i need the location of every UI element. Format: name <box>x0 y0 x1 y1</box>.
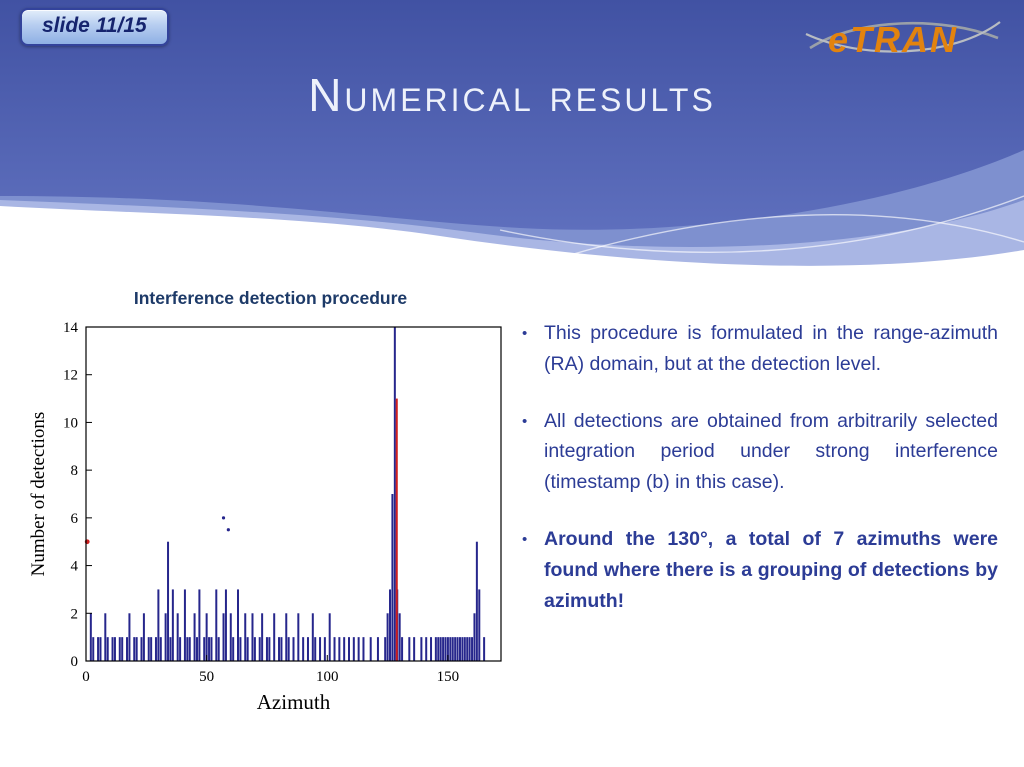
list-item: • All detections are obtained from arbit… <box>518 406 998 498</box>
bullet-icon: • <box>522 530 528 548</box>
svg-text:0: 0 <box>82 669 90 685</box>
page-title: Numerical results <box>308 69 716 121</box>
svg-text:Azimuth: Azimuth <box>257 690 331 714</box>
svg-text:0: 0 <box>71 654 79 670</box>
svg-text:100: 100 <box>316 669 339 685</box>
list-item: • Around the 130°, a total of 7 azimuths… <box>518 524 998 616</box>
svg-text:14: 14 <box>63 320 79 336</box>
svg-text:10: 10 <box>63 415 78 431</box>
chart-title: Interference detection procedure <box>133 288 408 308</box>
header-wave <box>0 0 1024 266</box>
logo-text: eTRAN <box>828 19 958 60</box>
svg-text:6: 6 <box>71 511 79 527</box>
chart-panel: Interference detection procedure 0 50 100 1… <box>28 288 513 724</box>
logo-swoosh-top <box>809 21 999 50</box>
svg-text:Number of detections: Number of detections <box>28 412 49 577</box>
svg-text:4: 4 <box>71 559 79 575</box>
bullet-icon: • <box>522 412 528 430</box>
detections-chart: 0 50 100 150 0 2 4 6 8 10 12 14 Number of detections… <box>28 319 513 724</box>
bullet-text: All detections are obtained from arbitra… <box>544 409 998 494</box>
bullet-text: Around the 130°, a total of 7 azimuths w… <box>544 527 998 612</box>
list-item: • This procedure is formulated in the ra… <box>518 318 998 380</box>
svg-text:12: 12 <box>63 368 78 384</box>
detections-chart-svg: 0 50 100 150 0 2 4 6 8 10 12 14 Number of detections… <box>28 320 502 714</box>
logo-swoosh-bottom <box>805 21 1001 53</box>
wave-line-2 <box>559 214 1024 259</box>
svg-text:150: 150 <box>437 669 460 685</box>
bullet-text: This procedure is formulated in the rang… <box>544 322 998 375</box>
bullet-icon: • <box>522 325 528 342</box>
svg-text:8: 8 <box>71 463 79 479</box>
wave-line-1 <box>499 195 1024 253</box>
etran-logo: eTRAN <box>805 19 1001 60</box>
svg-text:50: 50 <box>199 669 214 685</box>
slide-number-badge: slide 11/15 <box>20 8 169 46</box>
svg-text:2: 2 <box>71 606 79 622</box>
bullets-panel: • This procedure is formulated in the ra… <box>518 318 998 642</box>
wave-layer-main <box>0 0 1024 230</box>
